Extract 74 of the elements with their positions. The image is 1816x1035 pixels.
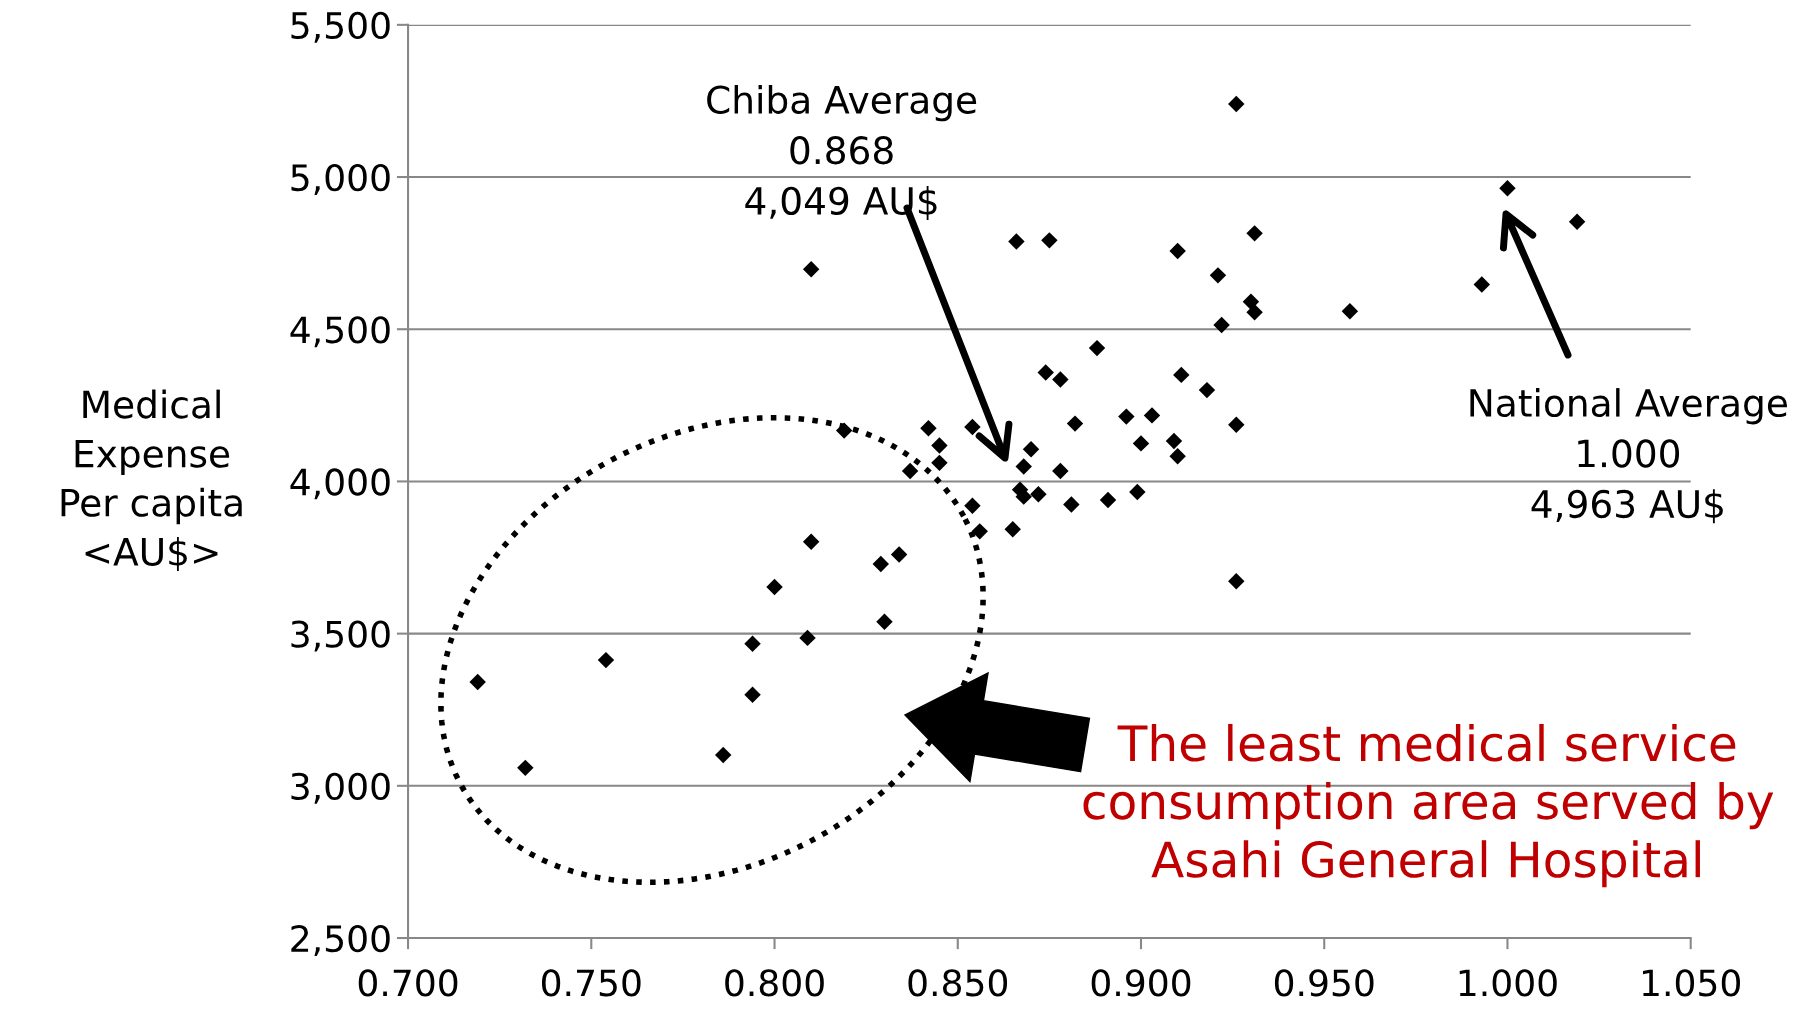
point	[876, 613, 893, 630]
point	[1022, 440, 1040, 458]
point	[1052, 371, 1069, 388]
annotation: The least medical service consumption area served by Asahi General Hospital	[1083, 723, 1774, 888]
point	[766, 578, 783, 596]
point	[1052, 462, 1069, 480]
point	[1088, 339, 1106, 357]
point	[715, 746, 732, 764]
point	[964, 418, 981, 436]
x-tick-label: 1.000	[1459, 969, 1557, 997]
point	[1341, 303, 1359, 320]
point	[872, 555, 890, 573]
point	[1499, 180, 1516, 197]
point	[1169, 447, 1186, 465]
point	[799, 629, 816, 647]
x-tick-label: 0.800	[725, 969, 824, 997]
point	[1209, 267, 1227, 284]
point	[1198, 381, 1216, 399]
annotation: Chiba Average 0.868 4,049 AU$	[707, 84, 977, 220]
point	[835, 422, 853, 439]
x-tick-label: 0.900	[1091, 969, 1191, 997]
point	[1063, 496, 1080, 513]
point	[1228, 95, 1245, 113]
point	[1242, 293, 1260, 311]
point	[964, 497, 981, 514]
y-tick-label: 5,000	[291, 163, 390, 195]
point	[1173, 366, 1190, 384]
x-tick-label: 0.850	[908, 969, 1008, 997]
point	[802, 261, 820, 278]
annotation: National Average 1.000 4,963 AU$	[1470, 388, 1787, 524]
point	[1213, 316, 1230, 334]
point	[1041, 232, 1058, 249]
point	[1568, 213, 1586, 230]
y-tick-label: 3,000	[291, 772, 390, 804]
point	[901, 462, 919, 480]
point	[1015, 458, 1032, 475]
y-axis-title: Medical Expense Per capita <AU$>	[61, 389, 242, 571]
point	[1066, 415, 1084, 432]
point	[1473, 276, 1491, 293]
point	[1099, 491, 1117, 509]
point	[1228, 573, 1245, 590]
point	[744, 635, 761, 652]
point	[597, 651, 615, 669]
point	[931, 437, 948, 454]
x-tick-label: 0.750	[541, 969, 641, 997]
point	[1037, 364, 1054, 381]
x-tick-label: 0.950	[1274, 969, 1374, 997]
point	[517, 759, 534, 777]
y-tick-label: 2,500	[291, 924, 390, 956]
point	[931, 454, 948, 472]
point	[1143, 407, 1161, 424]
point	[744, 686, 761, 704]
point	[1004, 521, 1021, 538]
y-tick-label: 5,500	[291, 11, 390, 43]
point	[1228, 416, 1245, 434]
point	[1246, 303, 1263, 321]
point	[469, 673, 486, 691]
point	[1118, 408, 1135, 425]
point	[890, 546, 908, 563]
point	[1169, 242, 1186, 260]
point	[1030, 486, 1047, 503]
point	[971, 523, 988, 540]
x-tick-label: 1.050	[1642, 969, 1740, 997]
y-tick-label: 4,500	[290, 316, 390, 348]
point	[1165, 432, 1183, 450]
point	[802, 533, 820, 550]
point	[1129, 483, 1146, 501]
point	[1132, 435, 1150, 452]
x-tick-label: 0.700	[358, 969, 458, 997]
point	[1008, 233, 1025, 250]
point	[1246, 225, 1263, 242]
y-tick-label: 4,000	[290, 468, 390, 500]
point	[920, 419, 937, 437]
y-tick-label: 3,500	[291, 620, 390, 652]
